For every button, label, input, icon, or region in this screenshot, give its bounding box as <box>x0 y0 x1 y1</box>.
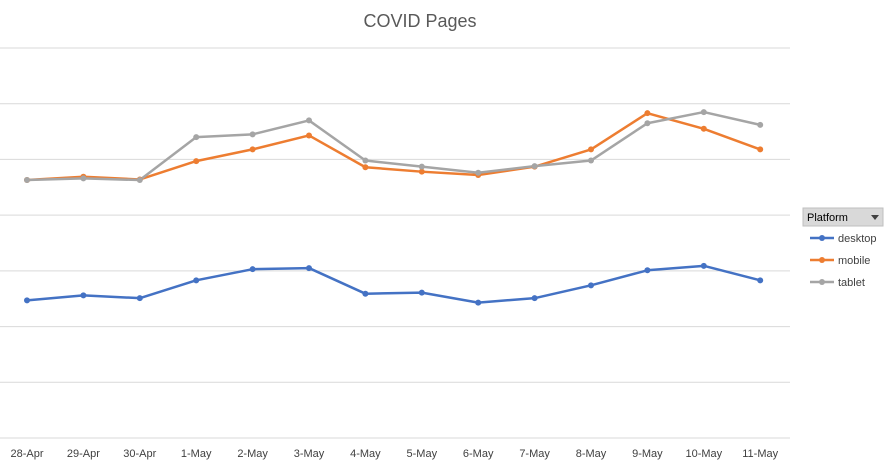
legend-marker-desktop <box>819 235 825 241</box>
data-point-mobile <box>362 164 369 171</box>
data-point-desktop <box>700 262 707 269</box>
gridlines <box>0 47 790 439</box>
data-point-tablet <box>24 177 30 184</box>
filter-dropdown-icon[interactable] <box>871 215 879 220</box>
data-point-tablet <box>644 120 651 127</box>
data-point-mobile <box>644 110 651 117</box>
data-point-desktop <box>136 295 143 302</box>
series-points <box>24 109 764 306</box>
x-tick-label: 10-May <box>685 448 722 460</box>
x-tick-label: 6-May <box>463 448 494 460</box>
data-point-desktop <box>80 292 87 299</box>
legend: Platform desktop mobile tablet <box>802 207 884 289</box>
legend-marker-tablet <box>819 279 825 285</box>
data-point-desktop <box>475 299 482 306</box>
legend-label-tablet: tablet <box>838 277 865 289</box>
legend-title: Platform <box>807 212 848 224</box>
data-point-desktop <box>588 282 594 289</box>
series-line-desktop <box>25 264 762 304</box>
data-point-tablet <box>588 157 594 164</box>
x-tick-label: 29-Apr <box>67 448 100 460</box>
data-point-mobile <box>700 125 707 132</box>
data-point-tablet <box>362 157 369 164</box>
x-tick-label: 9-May <box>632 448 663 460</box>
data-point-desktop <box>193 277 200 284</box>
data-point-mobile <box>193 158 200 165</box>
series-lines <box>25 110 762 304</box>
data-point-tablet <box>531 163 538 170</box>
data-point-tablet <box>306 117 312 124</box>
series-line-tablet <box>25 110 762 182</box>
data-point-tablet <box>249 131 256 138</box>
data-point-mobile <box>757 146 764 153</box>
legend-header-box[interactable] <box>802 207 884 227</box>
x-tick-label: 8-May <box>576 448 607 460</box>
x-axis-tick-labels: 28-Apr 29-Apr 30-Apr 1-May 2-May 3-May 4-May 5-… <box>10 448 778 460</box>
data-point-desktop <box>362 290 369 297</box>
data-point-tablet <box>475 169 482 176</box>
data-point-tablet <box>80 175 87 182</box>
legend-marker-mobile <box>819 257 825 263</box>
data-point-tablet <box>193 134 200 141</box>
legend-label-mobile: mobile <box>838 255 870 267</box>
data-point-desktop <box>644 267 651 274</box>
legend-items: desktop mobile tablet <box>810 233 877 289</box>
x-tick-label: 3-May <box>294 448 325 460</box>
data-point-desktop <box>531 295 538 302</box>
chart-title: COVID Pages <box>363 11 476 31</box>
data-point-desktop <box>249 266 256 273</box>
x-tick-label: 7-May <box>519 448 550 460</box>
data-point-desktop <box>306 265 312 272</box>
data-point-mobile <box>418 168 425 175</box>
series-line-mobile <box>25 111 762 182</box>
data-point-desktop <box>418 289 425 296</box>
data-point-tablet <box>700 109 707 116</box>
data-point-tablet <box>757 121 764 128</box>
data-point-tablet <box>136 177 143 184</box>
x-tick-label: 5-May <box>407 448 438 460</box>
x-tick-label: 4-May <box>350 448 381 460</box>
data-point-tablet <box>418 163 425 170</box>
data-point-mobile <box>588 146 594 153</box>
data-point-mobile <box>249 146 256 153</box>
x-tick-label: 28-Apr <box>10 448 43 460</box>
x-tick-label: 11-May <box>742 448 778 460</box>
x-tick-label: 2-May <box>237 448 268 460</box>
x-tick-label: 30-Apr <box>123 448 156 460</box>
data-point-desktop <box>757 277 764 284</box>
data-point-mobile <box>306 132 312 139</box>
data-point-desktop <box>24 297 30 304</box>
legend-label-desktop: desktop <box>838 233 877 245</box>
x-tick-label: 1-May <box>181 448 212 460</box>
